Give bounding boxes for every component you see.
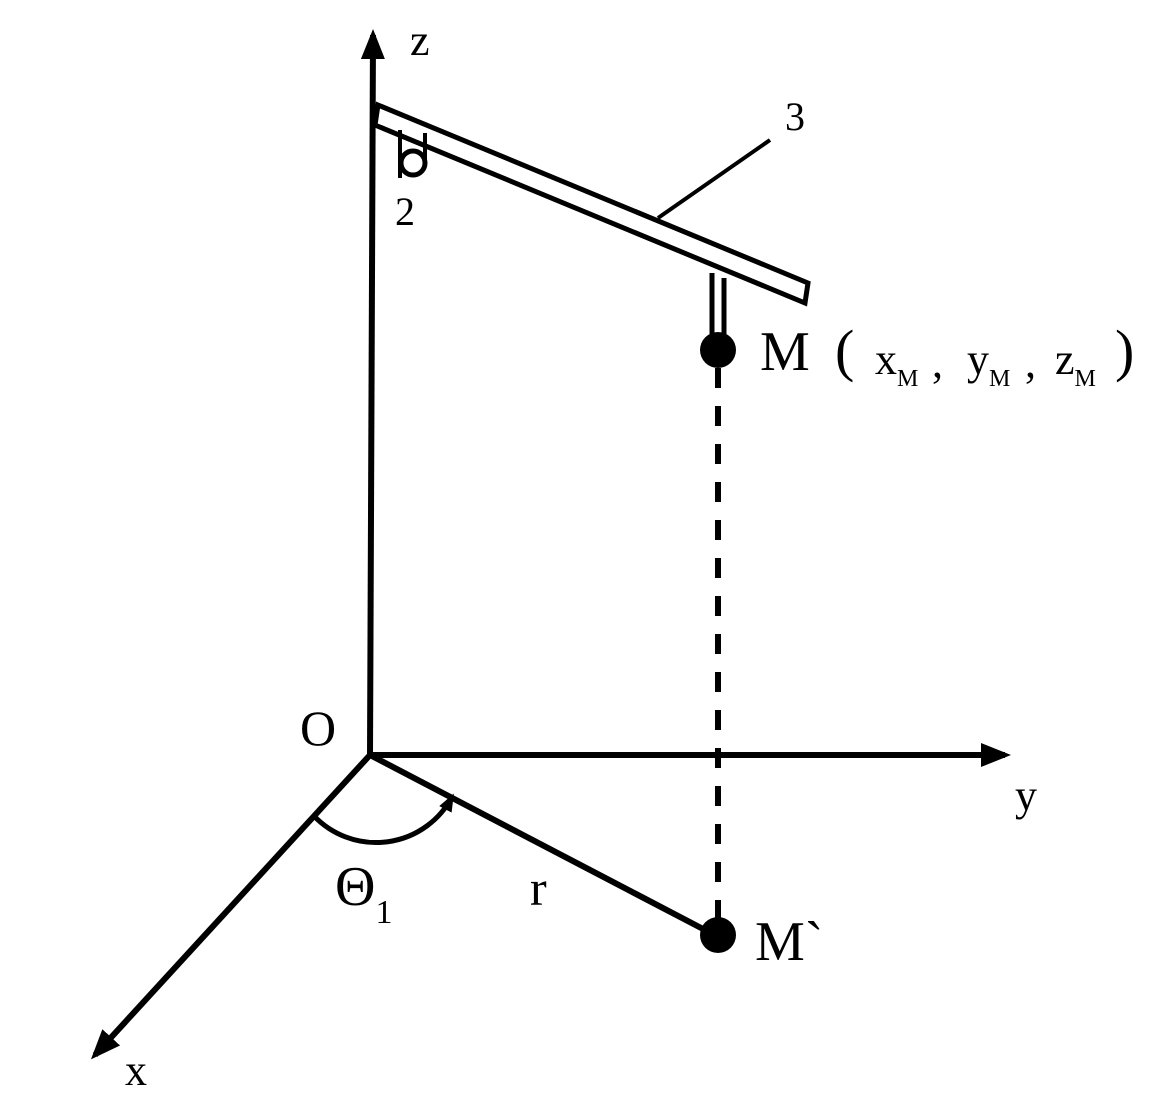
theta1-base: Θ <box>335 856 375 918</box>
coords-open: ( <box>835 318 854 383</box>
y-axis-label: y <box>1015 771 1037 820</box>
theta1-arc <box>314 797 452 843</box>
coord-yM: yM <box>967 335 1010 392</box>
r-label: r <box>530 860 547 916</box>
label-2: 2 <box>395 189 415 234</box>
coord-xM-sub: M <box>897 366 918 392</box>
coord-xM-base: x <box>875 335 897 384</box>
x-axis-label: x <box>125 1046 147 1095</box>
coord-yM-base: y <box>967 335 989 384</box>
label-M: M <box>760 321 810 383</box>
z-axis <box>370 35 373 755</box>
element-2-circle <box>401 151 425 175</box>
coord-zM-base: z <box>1055 335 1075 384</box>
x-axis <box>95 755 370 1055</box>
theta1-sub: 1 <box>375 894 392 931</box>
z-axis-label: z <box>410 16 430 65</box>
theta1-label: Θ1 <box>335 856 392 931</box>
point-M-prime <box>700 917 736 953</box>
coord-yM-sub: M <box>989 366 1010 392</box>
coord-zM: zM <box>1055 335 1096 392</box>
point-M <box>700 332 736 368</box>
coord-xM: xM <box>875 335 918 392</box>
label-M-prime: M` <box>755 911 823 973</box>
coordinate-diagram: O z y x 3 2 M ( xM , yM , zM ) M` Θ1 r <box>0 0 1173 1099</box>
coord-zM-sub: M <box>1075 366 1096 392</box>
coord-comma2: , <box>1025 338 1036 387</box>
label-3: 3 <box>785 94 805 139</box>
origin-label: O <box>300 700 336 756</box>
coord-comma1: , <box>932 338 943 387</box>
leader-line-3 <box>658 140 770 218</box>
jib-beam <box>375 105 808 303</box>
coords-close: ) <box>1115 318 1134 383</box>
